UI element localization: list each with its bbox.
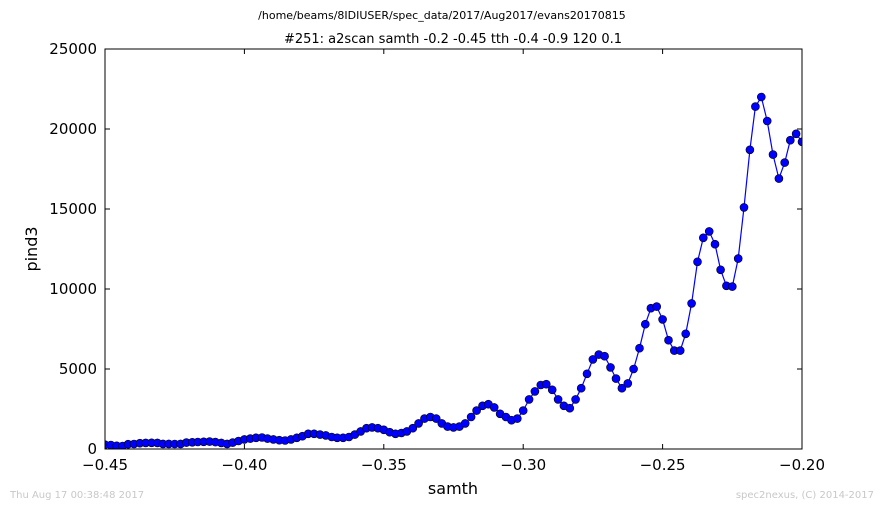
x-tick-label: −0.45: [82, 456, 128, 474]
data-point: [472, 406, 481, 415]
data-point: [756, 92, 766, 102]
x-axis-label: samth: [428, 479, 478, 498]
data-point: [797, 137, 802, 147]
plot-area: −0.45 −0.40 −0.35 −0.30 −0.25 −0.20 0 5000 10000…: [49, 40, 825, 474]
data-point: [727, 282, 737, 291]
data-point: [623, 379, 633, 388]
data-point: [640, 319, 650, 329]
data-point: [611, 374, 621, 383]
data-point: [710, 239, 720, 249]
y-axis-label: pind3: [22, 226, 41, 271]
data-point: [698, 233, 708, 243]
data-point: [512, 414, 522, 423]
credit-footer: spec2nexus, (C) 2014-2017: [736, 490, 874, 501]
plot-frame: [104, 48, 803, 450]
data-point: [431, 414, 441, 423]
file-path-title: /home/beams/8IDIUSER/spec_data/2017/Aug2…: [258, 9, 626, 22]
data-point: [693, 257, 702, 267]
data-point: [675, 346, 685, 355]
data-point: [518, 406, 528, 415]
data-point: [524, 395, 534, 404]
data-point: [739, 203, 749, 212]
x-tick-label: −0.20: [779, 456, 825, 474]
data-point: [791, 129, 801, 139]
data-point: [541, 379, 551, 389]
timestamp-footer: Thu Aug 17 00:38:48 2017: [9, 490, 144, 501]
data-point: [460, 419, 470, 428]
data-point: [635, 343, 644, 353]
series-layer: [105, 92, 802, 449]
data-point: [576, 383, 586, 393]
data-point: [687, 299, 696, 308]
tick-layer: −0.45 −0.40 −0.35 −0.30 −0.25 −0.20 0 5000 10000…: [49, 40, 825, 474]
data-point: [762, 116, 772, 126]
data-point: [652, 302, 662, 311]
data-point: [408, 423, 418, 433]
data-point: [466, 412, 476, 422]
x-tick-label: −0.25: [640, 456, 686, 474]
data-point: [704, 227, 714, 236]
y-tick-label: 15000: [49, 200, 97, 218]
data-point: [553, 395, 563, 404]
data-point: [658, 315, 667, 324]
data-point: [780, 158, 790, 167]
data-point: [716, 265, 725, 275]
data-point: [664, 335, 673, 345]
data-point: [733, 254, 743, 263]
data-point: [588, 355, 598, 364]
y-tick-label: 25000: [49, 40, 97, 58]
y-tick-label: 5000: [59, 360, 97, 378]
data-point: [751, 102, 760, 111]
data-point: [785, 135, 795, 145]
data-point: [530, 387, 540, 396]
y-tick-label: 20000: [49, 120, 97, 138]
data-point: [617, 383, 627, 393]
data-point: [582, 369, 592, 379]
scan-title: #251: a2scan samth -0.2 -0.45 tth -0.4 -…: [284, 32, 622, 47]
y-tick-label: 10000: [49, 280, 97, 298]
data-point: [681, 329, 691, 339]
data-point: [600, 351, 609, 361]
data-point: [745, 145, 755, 155]
data-point: [629, 364, 638, 374]
data-point: [489, 403, 499, 412]
data-point: [547, 385, 557, 395]
x-tick-label: −0.35: [361, 456, 407, 474]
data-point: [414, 419, 423, 428]
data-point: [565, 403, 575, 413]
data-point: [606, 363, 615, 372]
data-point: [774, 174, 784, 183]
y-tick-label: 0: [87, 440, 97, 458]
data-point: [768, 150, 778, 159]
data-point: [571, 395, 580, 404]
series-line: [105, 95, 802, 447]
x-tick-label: −0.40: [221, 456, 267, 474]
x-tick-label: −0.30: [500, 456, 546, 474]
